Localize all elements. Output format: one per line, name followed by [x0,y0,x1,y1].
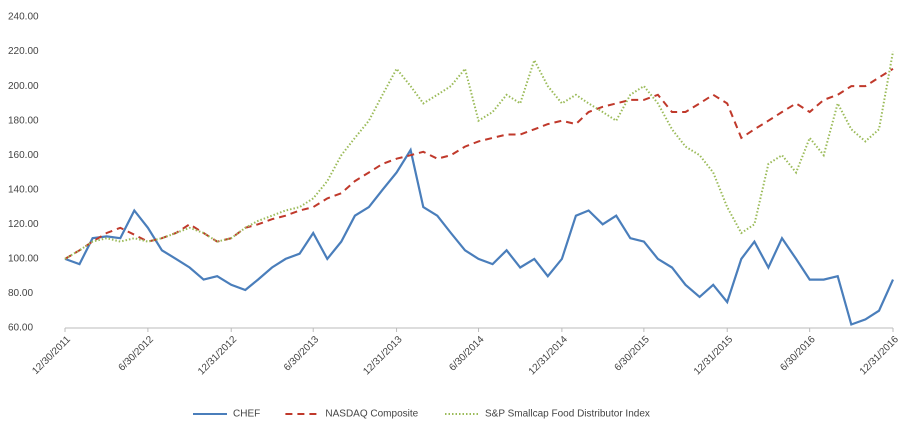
y-tick-label: 80.00 [8,288,33,299]
y-tick-label: 180.00 [8,115,39,126]
y-tick-label: 240.00 [8,12,39,23]
x-tick-label: 6/30/2013 [282,334,322,374]
x-tick-label: 12/31/2013 [361,334,404,377]
legend-label: NASDAQ Composite [325,409,418,420]
y-tick-label: 60.00 [8,323,33,334]
x-tick-label: 6/30/2012 [117,334,157,374]
y-tick-label: 120.00 [8,219,39,230]
x-tick-label: 12/31/2014 [527,334,570,377]
legend-label: CHEF [233,409,260,420]
y-tick-label: 100.00 [8,254,39,265]
x-tick-label: 12/31/2016 [858,334,901,377]
legend-label: S&P Smallcap Food Distributor Index [485,409,650,420]
series-line [64,51,894,260]
y-tick-label: 140.00 [8,184,39,195]
x-tick-label: 6/30/2016 [778,334,818,374]
y-tick-label: 220.00 [8,46,39,57]
x-tick-label: 6/30/2014 [447,334,487,374]
y-tick-label: 200.00 [8,81,39,92]
x-tick-label: 12/31/2015 [692,334,735,377]
x-tick-label: 6/30/2015 [613,334,653,374]
series-line [64,147,895,326]
x-tick-label: 12/30/2011 [30,334,73,377]
x-tick-label: 12/31/2012 [196,334,239,377]
y-tick-label: 160.00 [8,150,39,161]
